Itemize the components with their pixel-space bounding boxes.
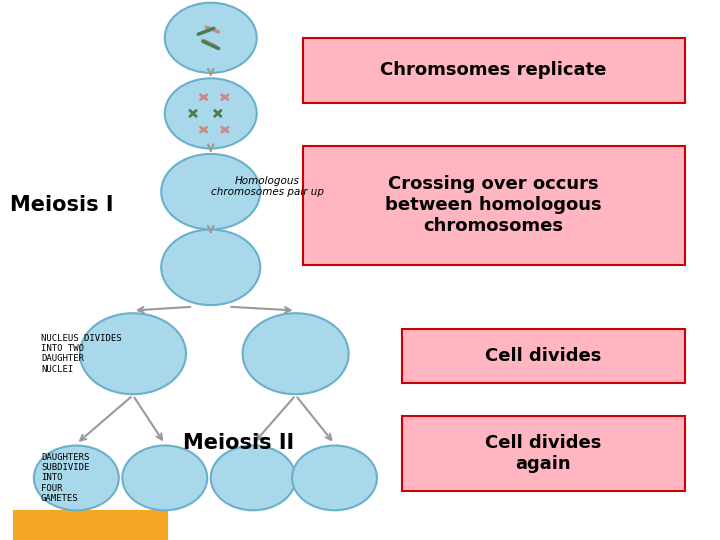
Circle shape — [161, 230, 260, 305]
Text: NUCLEUS DIVIDES
INTO TWO
DAUGHTER
NUCLEI: NUCLEUS DIVIDES INTO TWO DAUGHTER NUCLEI — [41, 334, 122, 374]
Text: Cell divides
again: Cell divides again — [485, 434, 601, 473]
FancyBboxPatch shape — [402, 416, 685, 491]
Circle shape — [34, 446, 119, 510]
Circle shape — [122, 446, 207, 510]
Circle shape — [292, 446, 377, 510]
Text: Homologous
chromosomes pair up: Homologous chromosomes pair up — [211, 176, 324, 197]
FancyBboxPatch shape — [302, 146, 685, 265]
Bar — [13, 510, 168, 540]
Text: Chromsomes: Chromsomes — [0, 539, 1, 540]
Circle shape — [243, 313, 348, 394]
Circle shape — [165, 78, 257, 148]
FancyBboxPatch shape — [402, 329, 685, 383]
Text: Chromsomes replicate: Chromsomes replicate — [380, 61, 607, 79]
Text: Meiosis I: Meiosis I — [11, 195, 114, 215]
Circle shape — [80, 313, 186, 394]
Text: DAUGHTERS
SUBDIVIDE
INTO
FOUR
GAMETES: DAUGHTERS SUBDIVIDE INTO FOUR GAMETES — [41, 453, 89, 503]
Circle shape — [161, 154, 260, 230]
Text: Cell divides: Cell divides — [485, 347, 601, 366]
Text: Meiosis II: Meiosis II — [184, 433, 294, 453]
Text: Crossing over occurs
between homologous
chromosomes: Crossing over occurs between homologous … — [385, 176, 602, 235]
Circle shape — [211, 446, 296, 510]
Circle shape — [165, 3, 257, 73]
FancyBboxPatch shape — [302, 38, 685, 103]
